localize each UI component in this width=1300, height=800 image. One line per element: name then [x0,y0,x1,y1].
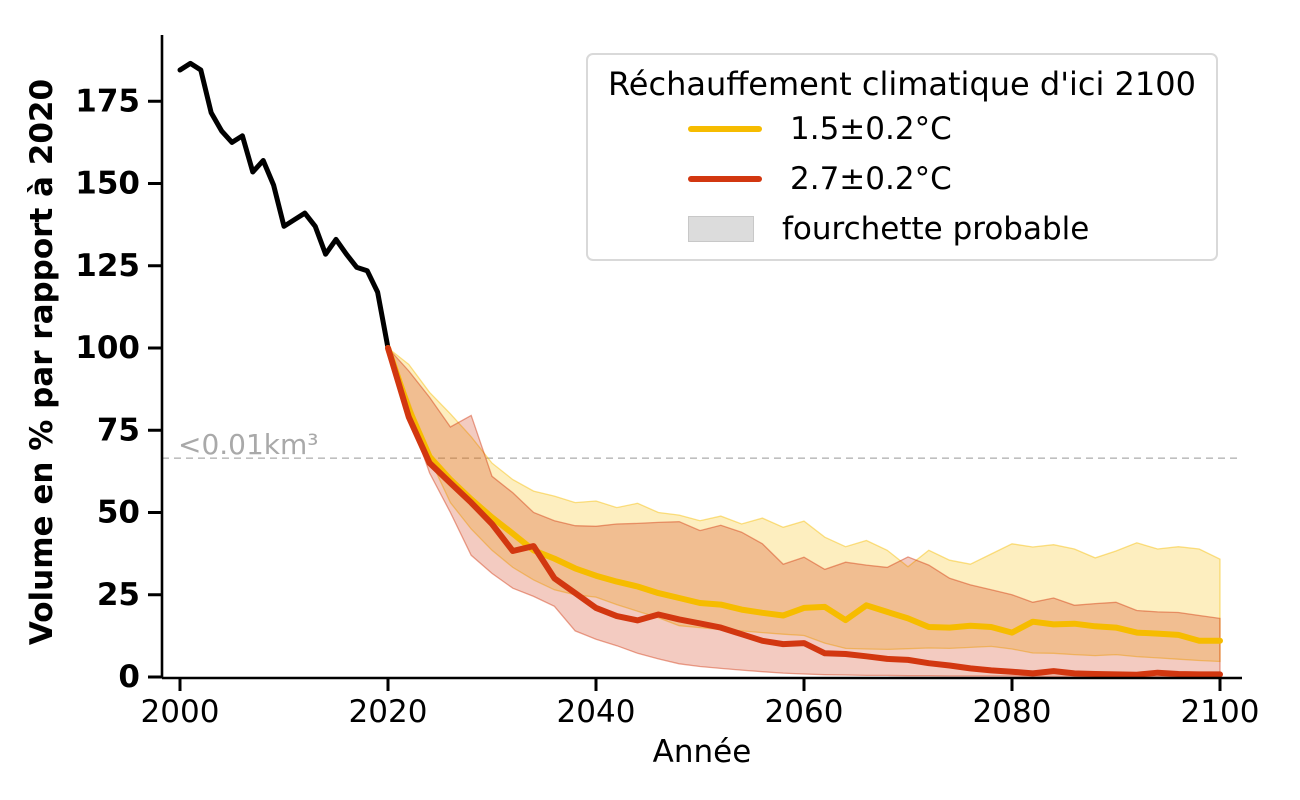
svg-text:50: 50 [97,495,140,531]
svg-text:2100: 2100 [1181,694,1260,730]
threshold-annotation: <0.01km³ [178,428,319,461]
svg-text:175: 175 [75,83,140,119]
svg-text:125: 125 [75,248,140,284]
svg-text:100: 100 [75,330,140,366]
legend-item-2-7: 2.7±0.2°C [588,154,1216,204]
legend-line-swatch-2-7-icon [688,176,762,182]
legend-patch-swatch-icon [688,216,754,242]
svg-text:2060: 2060 [765,694,844,730]
legend-item-range: fourchette probable [588,204,1216,254]
x-axis-label: Année [652,734,752,770]
svg-text:25: 25 [97,577,140,613]
svg-text:2040: 2040 [557,694,636,730]
legend: Réchauffement climatique d'ici 2100 1.5±… [586,53,1218,261]
legend-title: Réchauffement climatique d'ici 2100 [608,65,1196,103]
legend-item-1-5: 1.5±0.2°C [588,104,1216,154]
svg-text:75: 75 [97,412,140,448]
svg-text:2080: 2080 [973,694,1052,730]
legend-label-1-5: 1.5±0.2°C [790,111,952,147]
svg-text:150: 150 [75,166,140,202]
legend-label-range: fourchette probable [782,211,1090,247]
legend-line-swatch-1-5-icon [688,126,762,132]
svg-text:2020: 2020 [349,694,428,730]
svg-text:2000: 2000 [141,694,220,730]
y-axis-label: Volume en % par rapport à 2020 [24,78,60,646]
legend-label-2-7: 2.7±0.2°C [790,161,952,197]
svg-text:0: 0 [118,659,140,695]
